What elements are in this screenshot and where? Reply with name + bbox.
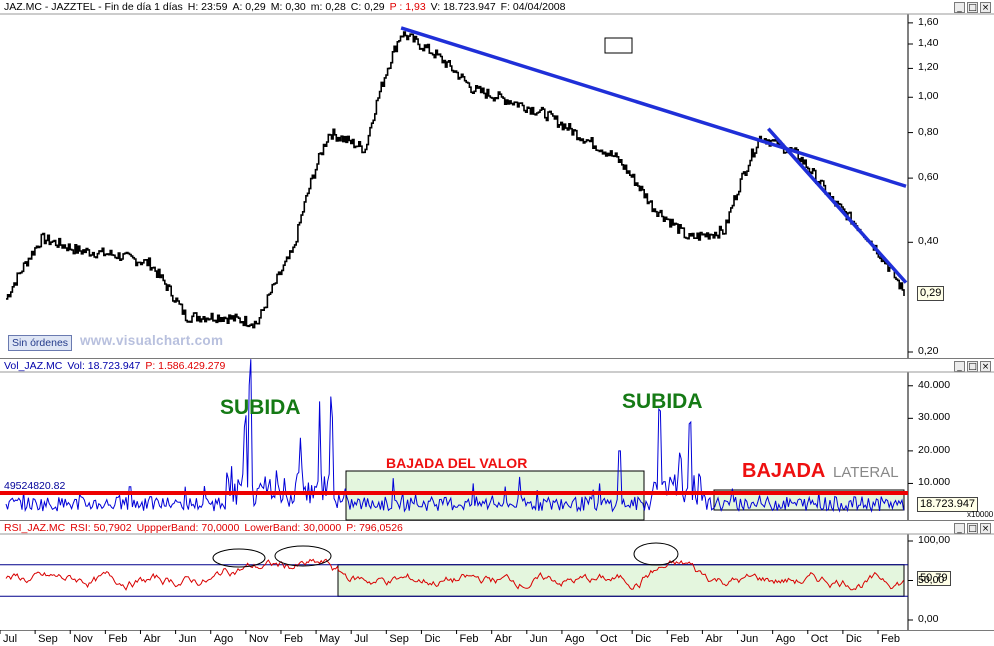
price-tick-label: 1,40	[918, 37, 939, 49]
rsi-tick-label: 0,00	[918, 613, 939, 625]
sin-ordenes-button[interactable]: Sin órdenes	[8, 335, 73, 351]
x-axis-month-label: Feb	[459, 633, 479, 645]
x-axis-month-label: Dic	[424, 633, 441, 645]
rsi-tick-label: 100,00	[918, 534, 951, 546]
x-axis-month-label: Nov	[248, 633, 269, 645]
annotation-bajada: BAJADA	[742, 460, 826, 482]
empty-marker-box	[604, 37, 633, 54]
annotation-subida-2: SUBIDA	[622, 390, 703, 413]
volume-level-label: 49524820.82	[4, 480, 66, 492]
volume-tick-label: 30.000	[918, 411, 951, 424]
trendline-long	[400, 26, 907, 188]
volume-multiplier: x10000	[967, 510, 994, 519]
price-tick-label: 0,60	[918, 171, 939, 184]
volume-series-line	[5, 359, 905, 513]
x-axis-month-label: Dic	[845, 633, 862, 645]
x-axis-month-label: Feb	[283, 633, 303, 645]
price-header-field: C: 0,29	[350, 1, 385, 13]
price-header-field: JAZ.MC - JAZZTEL - Fin de día 1 días	[4, 1, 183, 13]
x-axis-month-label: Jul	[3, 633, 18, 645]
price-pane[interactable]: JAZ.MC - JAZZTEL - Fin de día 1 días H: 2…	[0, 0, 994, 358]
volume-tick-label: 40.000	[918, 378, 951, 391]
rsi-last-value: 50,79	[917, 571, 951, 586]
rsi-overbought-ellipse	[212, 548, 266, 568]
x-axis-month-label: Abr	[494, 633, 512, 645]
price-header-field: m: 0,28	[310, 1, 346, 13]
price-last-value: 0,29	[917, 286, 945, 301]
minimize-button[interactable]: _	[954, 2, 965, 13]
trendline-short	[767, 127, 908, 284]
x-axis-month-label: Feb	[881, 633, 900, 645]
volume-pane[interactable]: Vol_JAZ.MC Vol: 18.723.947 P: 1.586.429.27…	[0, 358, 994, 520]
x-axis-month-label: Feb	[108, 633, 128, 645]
x-axis-month-label: Feb	[670, 633, 690, 645]
price-tick-label: 1,20	[918, 61, 939, 74]
rsi-overbought-ellipse	[633, 542, 679, 566]
price-header-field: M: 0,30	[270, 1, 306, 13]
volume-pane-header: Vol_JAZ.MC Vol: 18.723.947 P: 1.586.429.27…	[4, 360, 230, 374]
x-axis-month-label: Ago	[213, 633, 234, 645]
rsi-series-line	[5, 558, 905, 591]
x-axis-month-label: Dic	[635, 633, 652, 645]
close-button[interactable]: ×	[980, 2, 991, 13]
rsi-overbought-ellipse	[274, 545, 332, 567]
x-axis-month-label: Jun	[740, 633, 759, 645]
volume-tick-label: 10.000	[918, 476, 951, 489]
x-axis-month-label: Abr	[143, 633, 161, 645]
rsi-header-field: RSI_JAZ.MC	[4, 522, 66, 534]
volume-header-field: Vol_JAZ.MC	[4, 360, 63, 372]
price-header-field: F: 04/04/2008	[500, 1, 566, 13]
maximize-button[interactable]: □	[967, 2, 978, 13]
x-axis-month-label: Nov	[73, 633, 93, 645]
x-axis-month-label: Jun	[529, 633, 548, 645]
watermark: www.visualchart.com	[80, 333, 224, 348]
x-axis-month-label: Oct	[810, 633, 828, 645]
x-axis-month-label: Oct	[600, 633, 618, 645]
price-tick-label: 0,20	[918, 345, 939, 357]
price-tick-label: 1,60	[918, 15, 939, 28]
rsi-pane-header: RSI_JAZ.MC RSI: 50,7902 UppperBand: 70,000…	[4, 522, 408, 536]
annotation-bajada-del-valor: BAJADA DEL VALOR	[386, 455, 528, 471]
x-axis-month-label: Sep	[389, 633, 409, 645]
volume-header-field: Vol: 18.723.947	[67, 360, 141, 372]
x-axis-month-label: Sep	[38, 633, 58, 645]
time-axis	[0, 630, 994, 646]
rsi-window-buttons: _ □ ×	[954, 523, 991, 534]
x-axis-month-label: Abr	[705, 633, 723, 645]
price-tick-label: 0,80	[918, 125, 939, 138]
x-axis-month-label: Ago	[775, 633, 796, 645]
price-tick-label: 1,00	[918, 90, 939, 103]
x-axis-month-label: Ago	[564, 633, 585, 645]
volume-header-field: P: 1.586.429.279	[145, 360, 226, 372]
price-header-field: V: 18.723.947	[430, 1, 496, 13]
price-series-line	[6, 31, 905, 329]
rsi-header-field: UppperBand: 70,0000	[136, 522, 240, 534]
x-axis-month-label: Jun	[178, 633, 197, 645]
volume-tick-label: 20.000	[918, 443, 951, 456]
price-window-buttons: _ □ ×	[954, 2, 991, 13]
annotation-subida-1: SUBIDA	[220, 396, 301, 419]
rsi-header-field: LowerBand: 30,0000	[244, 522, 342, 534]
rsi-tick-label: 50,00	[918, 573, 945, 586]
volume-last-value: 18.723.947	[917, 497, 979, 512]
annotation-lateral: LATERAL	[833, 464, 899, 481]
price-pane-header: JAZ.MC - JAZZTEL - Fin de día 1 días H: 2…	[4, 1, 570, 15]
rsi-header-field: RSI: 50,7902	[70, 522, 132, 534]
price-header-field: H: 23:59	[187, 1, 228, 13]
price-header-field: P : 1,93	[389, 1, 426, 13]
x-axis-month-label: May	[319, 633, 340, 645]
x-axis-month-label: Jul	[354, 633, 369, 645]
volume-lateral-box	[345, 470, 645, 521]
rsi-header-field: P: 796,0526	[346, 522, 403, 534]
price-tick-label: 0,40	[918, 235, 939, 248]
price-header-field: A: 0,29	[232, 1, 266, 13]
